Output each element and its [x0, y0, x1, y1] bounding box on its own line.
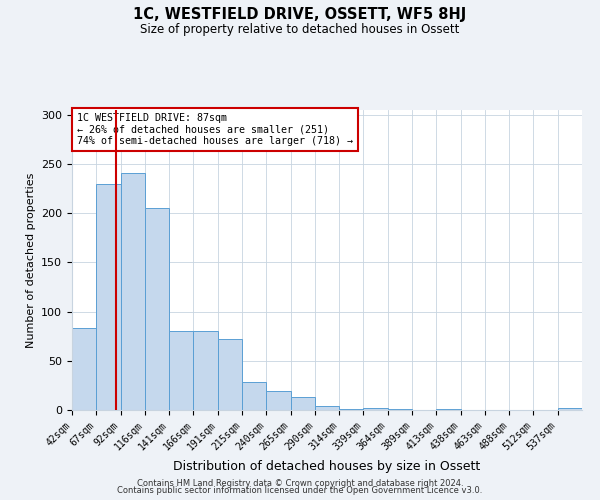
Bar [96, 184, 121, 410]
Bar [339, 409, 364, 410]
Bar [121, 173, 145, 410]
Text: Contains HM Land Registry data © Crown copyright and database right 2024.: Contains HM Land Registry data © Crown c… [137, 478, 463, 488]
Bar [290, 397, 315, 410]
Bar [218, 339, 242, 410]
Bar [315, 406, 339, 410]
Text: Size of property relative to detached houses in Ossett: Size of property relative to detached ho… [140, 22, 460, 36]
Bar [558, 408, 582, 410]
Text: Contains public sector information licensed under the Open Government Licence v3: Contains public sector information licen… [118, 486, 482, 495]
Text: 1C WESTFIELD DRIVE: 87sqm
← 26% of detached houses are smaller (251)
74% of semi: 1C WESTFIELD DRIVE: 87sqm ← 26% of detac… [77, 113, 353, 146]
Y-axis label: Number of detached properties: Number of detached properties [26, 172, 35, 348]
Bar [169, 332, 193, 410]
X-axis label: Distribution of detached houses by size in Ossett: Distribution of detached houses by size … [173, 460, 481, 473]
Bar [72, 328, 96, 410]
Bar [242, 382, 266, 410]
Text: 1C, WESTFIELD DRIVE, OSSETT, WF5 8HJ: 1C, WESTFIELD DRIVE, OSSETT, WF5 8HJ [133, 8, 467, 22]
Bar [193, 332, 218, 410]
Bar [364, 408, 388, 410]
Bar [266, 392, 290, 410]
Bar [436, 409, 461, 410]
Bar [145, 208, 169, 410]
Bar [388, 409, 412, 410]
